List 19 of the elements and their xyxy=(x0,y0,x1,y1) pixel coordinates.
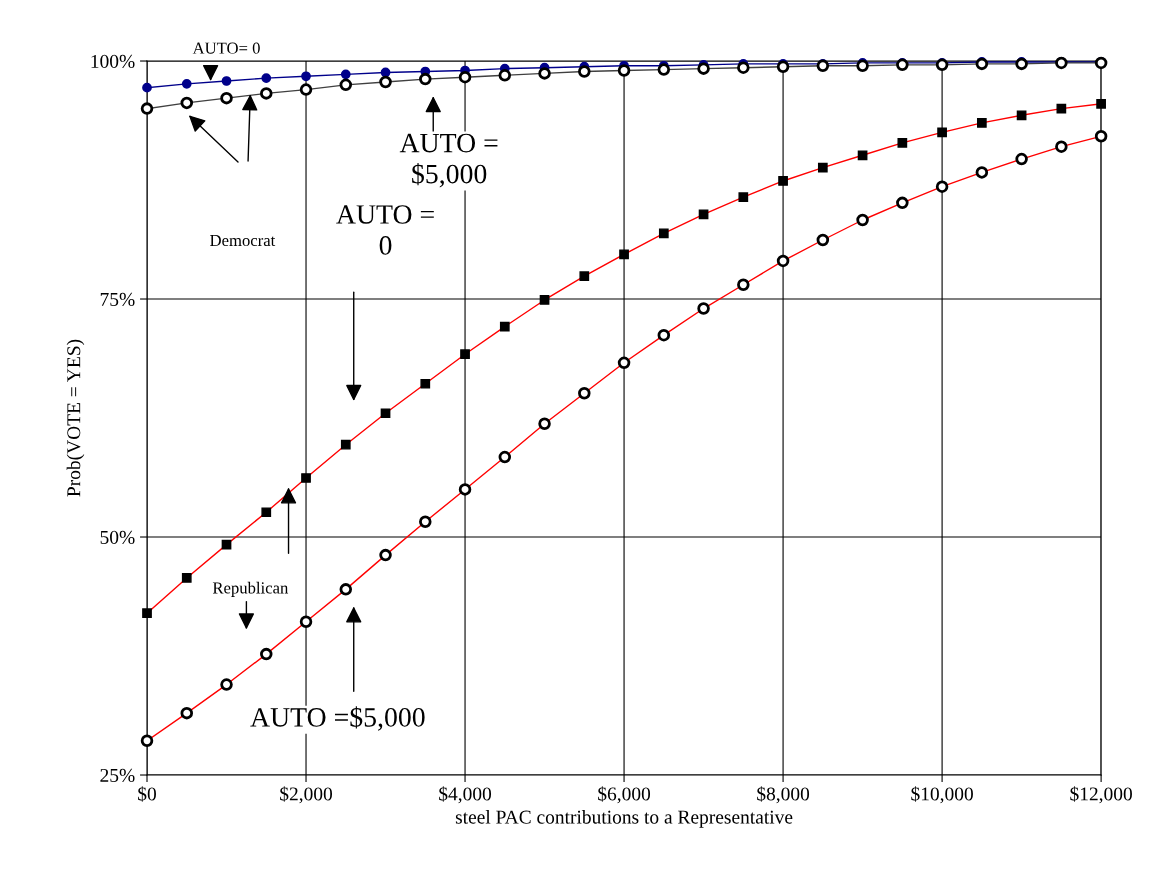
y-tick-label: 50% xyxy=(100,530,135,545)
x-axis-title: steel PAC contributions to a Representative xyxy=(455,810,793,828)
x-tick-label: $0 xyxy=(138,786,156,802)
x-tick-label: $8,000 xyxy=(757,786,810,804)
x-tick-label: $10,000 xyxy=(911,786,973,804)
text: AUTO= 0 xyxy=(192,42,260,54)
annotation: Democrat xyxy=(210,234,276,247)
x-tick-label: $12,000 xyxy=(1070,786,1132,804)
y-tick-label: 25% xyxy=(100,768,135,783)
annotation: AUTO =$5,000 xyxy=(250,706,425,731)
y-axis-title: Prob(VOTE = YES) xyxy=(66,339,85,497)
x-tick-label: $6,000 xyxy=(598,786,651,804)
annotation: AUTO = $5,000 xyxy=(399,133,498,188)
annotation: AUTO = 0 xyxy=(336,205,434,255)
x-tick-label: $4,000 xyxy=(439,786,492,804)
y-tick-label: 75% xyxy=(100,292,135,307)
x-tick-label: $2,000 xyxy=(280,786,333,804)
y-tick-label: 100% xyxy=(91,54,135,69)
annotation: Republican xyxy=(212,581,289,597)
